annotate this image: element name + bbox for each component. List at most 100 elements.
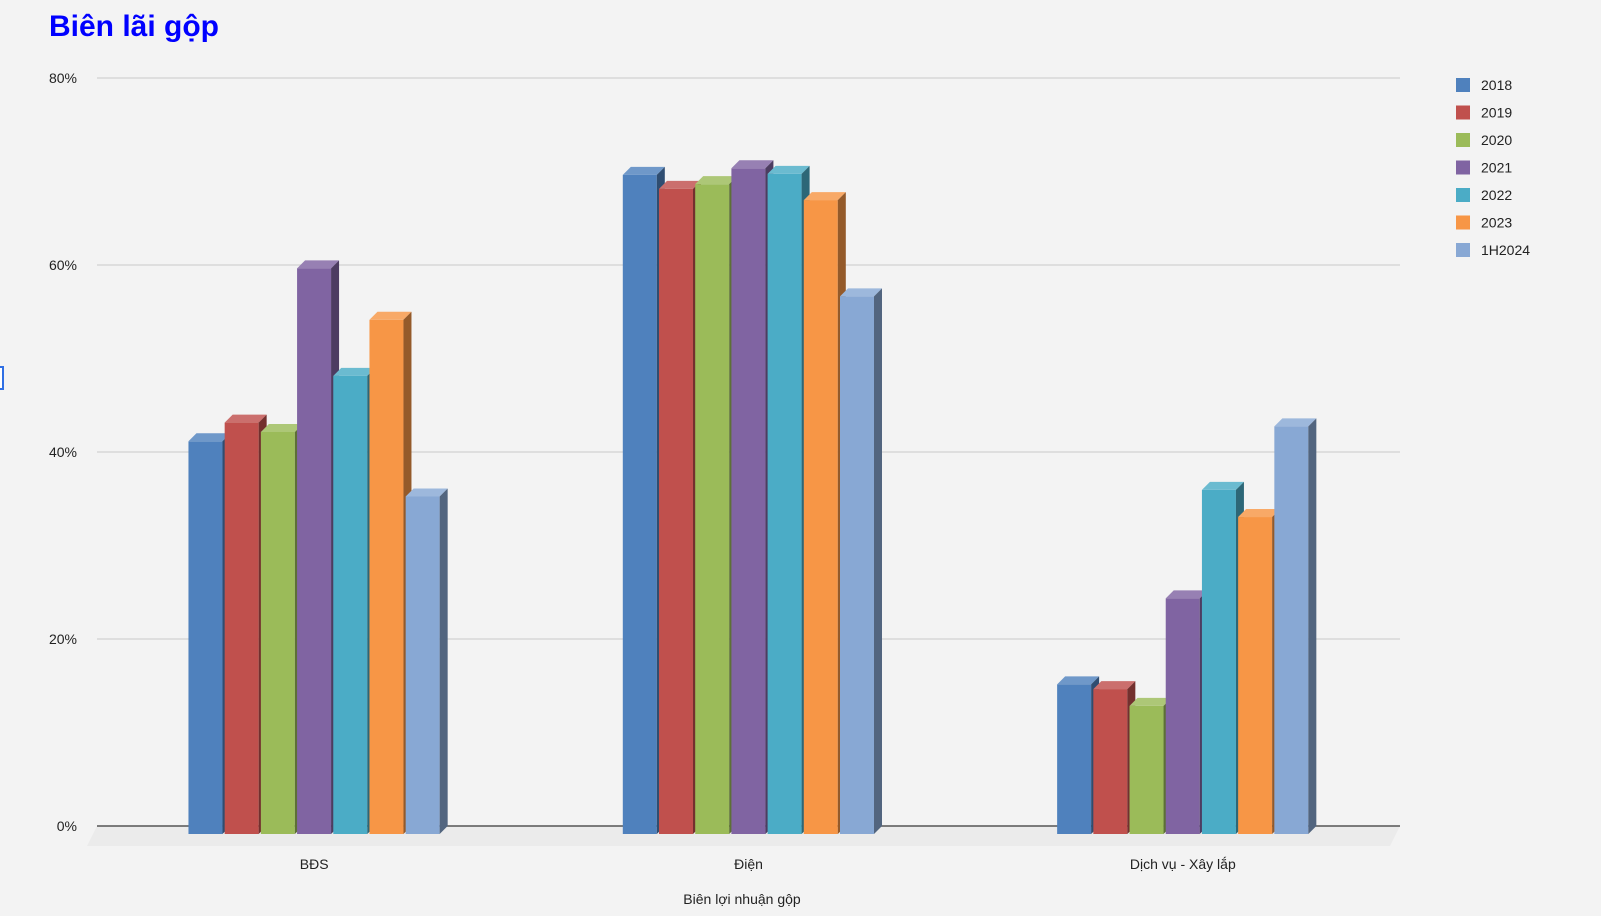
- legend-item: 2023: [1456, 215, 1512, 231]
- legend-label: 2018: [1481, 77, 1512, 93]
- legend-label: 2023: [1481, 215, 1512, 231]
- y-axis-ticks: 0% 20% 40% 60% 80%: [49, 70, 77, 834]
- bar: [659, 180, 701, 835]
- bar-top: [803, 192, 846, 201]
- x-axis-title: Biên lợi nhuận gộp: [683, 891, 801, 907]
- bar-front: [333, 375, 368, 834]
- legend-swatch: [1456, 243, 1470, 257]
- bar-top: [1165, 590, 1208, 599]
- bar: [1057, 676, 1100, 834]
- bar-top: [1238, 509, 1281, 518]
- bar-top: [731, 160, 774, 169]
- bar-front: [803, 200, 838, 834]
- legend-label: 2021: [1481, 160, 1512, 176]
- bar: [405, 488, 448, 834]
- x-category-label: Điện: [734, 856, 763, 872]
- x-axis-categories: BĐS Điện Dịch vụ - Xây lắp: [300, 856, 1236, 872]
- bar: [1201, 481, 1244, 834]
- x-category-label: Dịch vụ - Xây lắp: [1130, 856, 1236, 872]
- legend-swatch: [1456, 105, 1470, 120]
- bar-top: [1201, 481, 1244, 490]
- bar-top: [695, 176, 738, 185]
- bar-top: [1057, 676, 1100, 685]
- bar-front: [659, 188, 693, 835]
- bars: [188, 160, 1317, 835]
- legend-swatch: [1456, 215, 1470, 230]
- bar-top: [405, 488, 448, 497]
- bar-front: [369, 319, 404, 834]
- bar-front: [695, 184, 730, 835]
- bar-front: [1201, 489, 1236, 834]
- bar-top: [840, 288, 882, 297]
- bar-front: [297, 268, 332, 834]
- bar-top: [622, 166, 665, 175]
- legend-label: 2019: [1481, 105, 1512, 121]
- bar-front: [767, 173, 802, 834]
- y-tick-label: 40%: [49, 444, 77, 460]
- y-tick-label: 60%: [49, 257, 77, 273]
- bar-top: [1274, 418, 1317, 427]
- bar-front: [1057, 684, 1092, 834]
- bar-top: [767, 165, 810, 174]
- bar-side: [1308, 418, 1317, 834]
- legend-item: 2022: [1456, 187, 1512, 203]
- legend-item: 2019: [1456, 105, 1512, 121]
- bar: [1129, 697, 1172, 834]
- bar-top: [369, 311, 412, 320]
- legend-label: 2020: [1481, 132, 1512, 148]
- legend-item: 2018: [1456, 77, 1512, 93]
- bar-front: [1129, 705, 1164, 834]
- bar-top: [260, 423, 303, 432]
- legend: 2018 2019 2020 2021 2022 2023 1H2024: [1456, 77, 1530, 258]
- bar: [1165, 590, 1208, 834]
- bar: [622, 166, 665, 834]
- bar-front: [840, 296, 874, 834]
- bar-top: [297, 260, 340, 269]
- bar-front: [622, 174, 657, 834]
- bar-front: [224, 422, 259, 834]
- x-category-label: BĐS: [300, 856, 329, 872]
- bar: [369, 311, 412, 834]
- bar-front: [1274, 426, 1309, 834]
- bar-front: [405, 496, 440, 834]
- bar: [1093, 681, 1136, 834]
- bar-top: [659, 180, 701, 189]
- selection-handle[interactable]: [0, 366, 4, 390]
- bar: [695, 176, 738, 835]
- legend-label: 2022: [1481, 187, 1512, 203]
- bar: [260, 423, 303, 834]
- bar: [333, 367, 376, 834]
- bar: [1238, 509, 1281, 834]
- bar: [1274, 418, 1317, 834]
- bar-side: [439, 488, 448, 834]
- bar: [803, 192, 846, 834]
- y-tick-label: 20%: [49, 631, 77, 647]
- bar: [767, 165, 810, 834]
- legend-label: 1H2024: [1481, 242, 1530, 258]
- bar-top: [1093, 681, 1136, 690]
- legend-swatch: [1456, 188, 1470, 202]
- bar: [224, 414, 267, 834]
- bar-top: [333, 367, 376, 376]
- legend-swatch: [1456, 78, 1470, 92]
- bar: [297, 260, 340, 834]
- bar-top: [224, 414, 267, 423]
- legend-item: 2020: [1456, 132, 1512, 148]
- y-tick-label: 80%: [49, 70, 77, 86]
- chart-title: Biên lãi gộp: [49, 10, 220, 43]
- bar-front: [1238, 517, 1273, 834]
- bar: [731, 160, 774, 834]
- legend-item: 2021: [1456, 160, 1512, 176]
- bar: [840, 288, 882, 834]
- bar-front: [1093, 689, 1128, 834]
- bar-front: [260, 431, 295, 834]
- legend-item: 1H2024: [1456, 242, 1530, 258]
- bar-front: [1165, 598, 1200, 834]
- legend-swatch: [1456, 133, 1470, 147]
- bar-front: [731, 168, 766, 834]
- bar-top: [188, 433, 231, 442]
- bar-side: [874, 288, 882, 834]
- bar-top: [1129, 697, 1172, 706]
- legend-swatch: [1456, 160, 1470, 175]
